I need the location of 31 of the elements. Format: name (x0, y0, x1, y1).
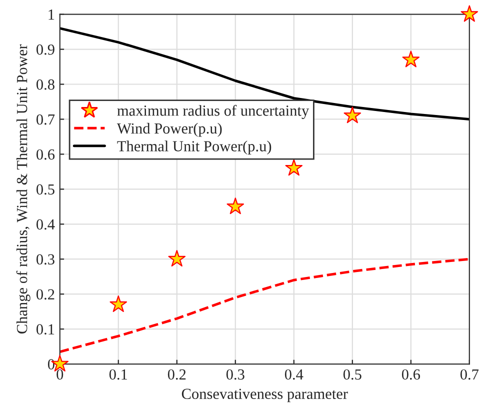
y-tick-label: 0.4 (36, 219, 55, 230)
legend-label: maximum radius of uncertainty (117, 104, 310, 119)
point (285, 159, 303, 176)
point (226, 198, 244, 214)
y-tick-label: 0.8 (36, 79, 54, 90)
y-axis-title: Change of radius, Wind & Thermal Unit Power (16, 44, 30, 334)
y-tick-label: 0.9 (36, 44, 54, 55)
y-tick-label: 0.6 (36, 149, 55, 160)
x-tick-label: 0 (56, 369, 64, 380)
x-tick-label: 0.3 (226, 369, 244, 380)
legend-label: Wind Power(p.u) (116, 122, 222, 137)
y-tick-label: 1 (48, 10, 54, 20)
point (168, 250, 186, 267)
point (344, 106, 362, 124)
x-tick-label: 0.2 (168, 369, 186, 380)
x-tick-label: 0.5 (343, 369, 362, 380)
y-tick-label: 0.3 (36, 254, 54, 265)
point (402, 50, 420, 68)
x-tick-label: 0.1 (109, 369, 128, 380)
point (460, 5, 478, 22)
legend-label: Thermal Unit Power(p.u) (117, 140, 272, 155)
line-series (60, 258, 470, 354)
y-tick-label: 0.7 (36, 114, 55, 125)
x-axis-title: Consevativeness parameter (182, 388, 348, 402)
y-tick-label: 0.1 (36, 324, 54, 335)
x-tick-label: 0.7 (460, 369, 479, 380)
x-tick-label: 0.6 (402, 369, 420, 380)
y-tick-label: 0.2 (36, 289, 54, 300)
point (110, 296, 128, 312)
y-tick-label: 0.5 (36, 184, 54, 195)
x-tick-label: 0.4 (284, 369, 304, 380)
